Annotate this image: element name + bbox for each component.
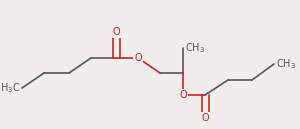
Text: O: O (201, 113, 209, 123)
Text: O: O (112, 27, 120, 37)
Text: O: O (134, 53, 142, 63)
Text: CH$_3$: CH$_3$ (185, 41, 205, 55)
Text: O: O (179, 90, 187, 100)
Text: H$_3$C: H$_3$C (0, 81, 20, 95)
Text: CH$_3$: CH$_3$ (276, 57, 296, 71)
